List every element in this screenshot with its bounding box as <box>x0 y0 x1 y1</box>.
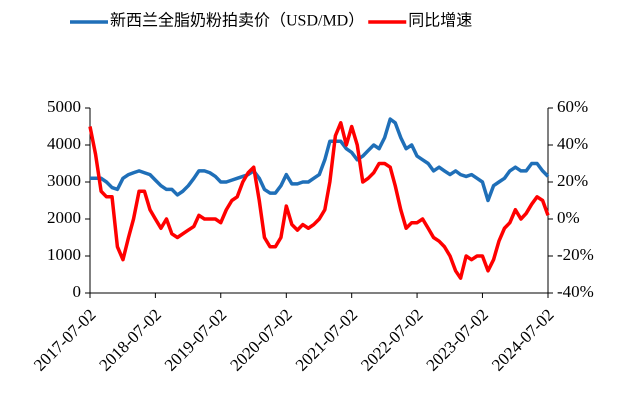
x-tick-label: 2021-07-02 <box>292 305 362 375</box>
x-tick-label: 2017-07-02 <box>30 305 100 375</box>
y-tick-label: 4000 <box>47 134 81 153</box>
legend-label: 新西兰全脂奶粉拍卖价（USD/MD） <box>110 12 364 30</box>
x-tick-label: 2019-07-02 <box>161 305 231 375</box>
y2-tick-label: 0% <box>557 208 580 227</box>
y-tick-label: 1000 <box>47 245 81 264</box>
x-tick-label: 2020-07-02 <box>226 305 296 375</box>
x-tick-label: 2022-07-02 <box>357 305 427 375</box>
y-tick-label: 3000 <box>47 171 81 190</box>
data-line <box>90 117 550 203</box>
y2-tick-label: -40% <box>557 282 594 301</box>
x-tick-label: 2023-07-02 <box>423 305 493 375</box>
y-tick-label: 0 <box>73 282 82 301</box>
y2-tick-label: 20% <box>557 171 588 190</box>
y2-tick-label: -20% <box>557 245 594 264</box>
x-tick-label: 2024-07-02 <box>488 305 558 375</box>
y2-tick-label: 60% <box>557 97 588 116</box>
y2-tick-label: 40% <box>557 134 588 153</box>
legend-label: 同比增速 <box>408 12 472 30</box>
y-tick-label: 2000 <box>47 208 81 227</box>
x-tick-label: 2018-07-02 <box>95 305 165 375</box>
data-line <box>88 121 550 280</box>
y-tick-label: 5000 <box>47 97 81 116</box>
